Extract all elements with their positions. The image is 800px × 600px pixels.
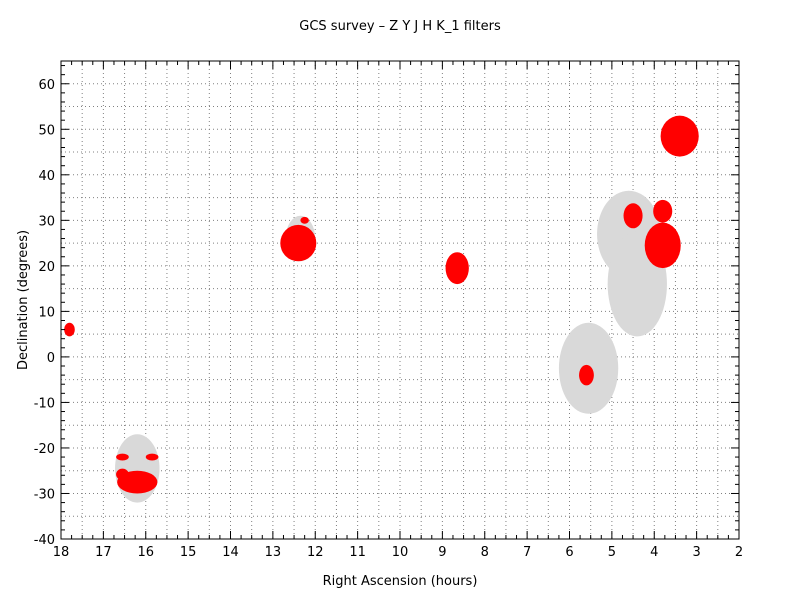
observed-region (116, 453, 129, 461)
observed-region (280, 224, 317, 262)
y-tick-label: -10 (34, 396, 55, 411)
x-tick-label: 14 (222, 545, 239, 560)
observed-region (623, 203, 643, 229)
x-tick-label: 17 (95, 545, 112, 560)
x-tick-label: 13 (265, 545, 282, 560)
y-tick-label: -40 (34, 533, 55, 548)
x-tick-label: 8 (481, 545, 489, 560)
y-tick-label: 10 (38, 305, 55, 320)
y-tick-label: 30 (38, 214, 55, 229)
observed-region (116, 468, 129, 481)
y-axis-label: Declination (degrees) (16, 230, 31, 370)
x-tick-label: 2 (735, 545, 743, 560)
observed-region (653, 199, 673, 223)
x-tick-label: 6 (565, 545, 573, 560)
observed-region (579, 364, 594, 386)
x-tick-label: 16 (137, 545, 154, 560)
observed-region (145, 453, 159, 461)
observed-region (300, 216, 309, 224)
x-tick-label: 11 (349, 545, 366, 560)
x-tick-label: 15 (180, 545, 197, 560)
x-axis-label: Right Ascension (hours) (323, 574, 478, 589)
x-tick-label: 18 (53, 545, 70, 560)
y-tick-label: 0 (47, 351, 55, 366)
y-tick-label: 20 (38, 260, 55, 275)
observed-region (445, 252, 469, 285)
plot-layer: 18 17 16 15 14 13 12 11 10 9 8 7 6 5 4 3 2 -40 -30 -20 -10 0 1… (34, 60, 743, 560)
x-tick-label: 4 (650, 545, 658, 560)
observed-region (644, 222, 681, 269)
chart-title: GCS survey – Z Y J H K_1 filters (299, 19, 501, 34)
x-tick-label: 10 (392, 545, 409, 560)
y-tick-label: 40 (38, 169, 55, 184)
y-tick-label: -20 (34, 442, 55, 457)
x-tick-label: 7 (523, 545, 531, 560)
x-tick-label: 3 (692, 545, 700, 560)
x-tick-label: 9 (438, 545, 446, 560)
y-tick-label: 50 (38, 123, 55, 138)
observed-region (64, 322, 75, 337)
y-tick-label: -30 (34, 487, 55, 502)
y-tick-label: 60 (38, 78, 55, 93)
x-tick-label: 5 (608, 545, 616, 560)
x-tick-label: 12 (307, 545, 324, 560)
observed-region (660, 115, 699, 157)
